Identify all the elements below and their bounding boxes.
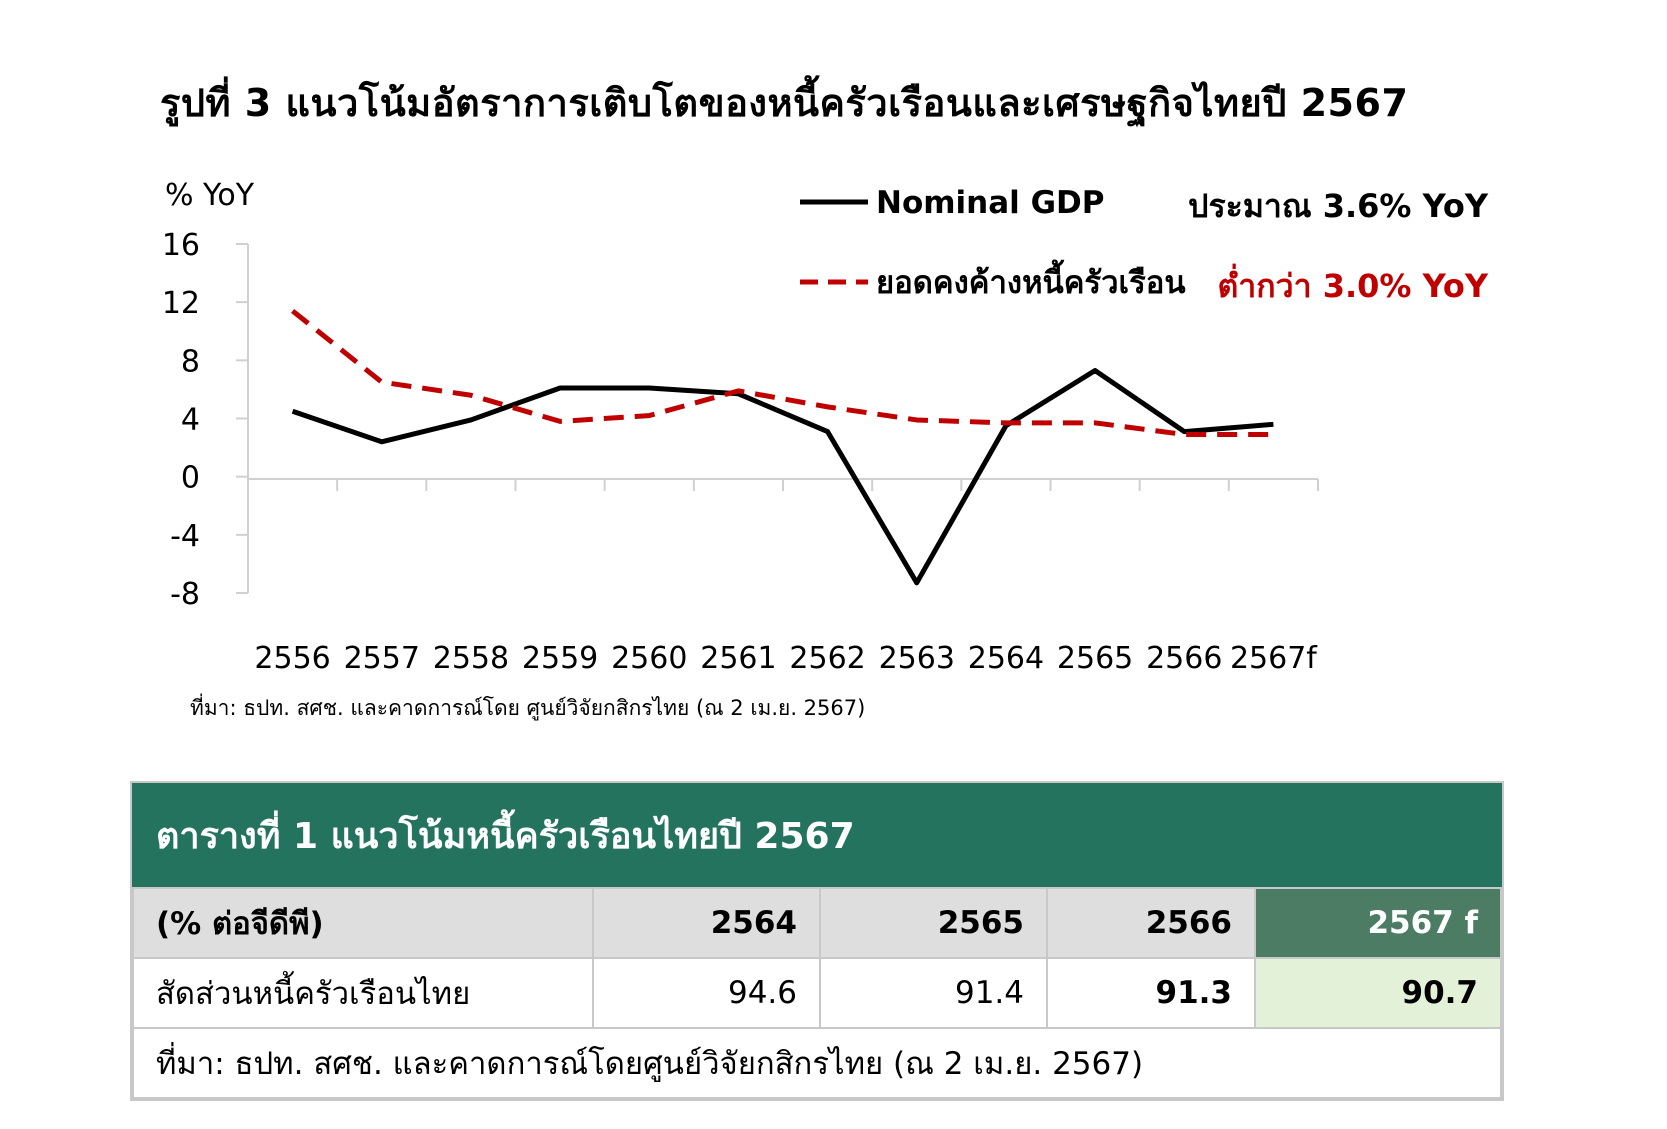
y-tick-label: 0 — [181, 461, 200, 496]
legend-annotation: ประมาณ 3.6% YoY — [1188, 187, 1489, 225]
table-source-note: ที่มา: ธปท. สศช. และคาดการณ์โดยศูนย์วิจั… — [132, 1027, 1502, 1099]
x-tick-label: 2557 — [344, 641, 420, 676]
header-year: 2564 — [592, 887, 821, 959]
x-tick-label: 2562 — [789, 641, 865, 676]
y-tick-label: -4 — [170, 519, 200, 554]
y-tick-label: 4 — [181, 403, 200, 438]
x-tick-label: 2559 — [522, 641, 598, 676]
x-tick-label: 2567f — [1230, 641, 1318, 676]
x-tick-label: 2556 — [254, 641, 330, 676]
legend-label: Nominal GDP — [876, 185, 1104, 221]
x-tick-label: 2566 — [1146, 641, 1222, 676]
chart-source-note: ที่มา: ธปท. สศช. และคาดการณ์โดย ศูนย์วิจ… — [190, 696, 866, 720]
y-tick-label: 12 — [162, 286, 200, 321]
y-tick-labels: 16 12 8 4 0 -4 -8 — [162, 228, 200, 612]
series-line-gdp — [291, 368, 1274, 586]
x-tick-label: 2558 — [433, 641, 509, 676]
y-tick-label: -8 — [170, 577, 200, 612]
row-label: สัดส่วนหนี้ครัวเรือนไทย — [132, 957, 594, 1029]
table-header-row: (% ต่อจีดีพี) 2564 2565 2566 2567 f — [132, 887, 1502, 959]
chart-axes — [236, 243, 1319, 594]
series-line-household-debt — [291, 308, 1274, 437]
x-tick-label: 2560 — [611, 641, 687, 676]
y-tick-label: 16 — [162, 228, 200, 263]
legend-label: ยอดคงค้างหนี้ครัวเรือน — [876, 259, 1186, 301]
series-lines — [291, 308, 1274, 586]
figure-title: รูปที่ 3 แนวโน้มอัตราการเติบโตของหนี้ครั… — [160, 81, 1409, 125]
line-chart: 16 12 8 4 0 -4 -8 2556 2557 2558 2559 2560 2561 2562… — [162, 178, 1489, 676]
table-grid: (% ต่อจีดีพี) 2564 2565 2566 2567 f สัดส… — [132, 887, 1502, 1099]
table-cell: 91.4 — [819, 957, 1048, 1029]
table-source-row: ที่มา: ธปท. สศช. และคาดการณ์โดยศูนย์วิจั… — [132, 1027, 1502, 1099]
x-tick-label: 2563 — [879, 641, 955, 676]
forecast-table: ตารางที่ 1 แนวโน้มหนี้ครัวเรือนไทยปี 256… — [130, 781, 1504, 1101]
header-year: 2566 — [1046, 887, 1256, 959]
table-row: สัดส่วนหนี้ครัวเรือนไทย 94.6 91.4 91.3 9… — [132, 957, 1502, 1029]
legend: Nominal GDP ประมาณ 3.6% YoYยอดคงค้างหนี้ค… — [800, 185, 1489, 305]
x-tick-label: 2565 — [1057, 641, 1133, 676]
table-title: ตารางที่ 1 แนวโน้มหนี้ครัวเรือนไทยปี 256… — [132, 783, 1502, 887]
x-tick-labels: 2556 2557 2558 2559 2560 2561 2562 2563 2564 2565… — [254, 641, 1318, 676]
legend-annotation: ต่ำกว่า 3.0% YoY — [1218, 263, 1489, 305]
table-cell-forecast: 90.7 — [1254, 957, 1502, 1029]
y-tick-label: 8 — [181, 344, 200, 379]
table-cell: 94.6 — [592, 957, 821, 1029]
table-cell: 91.3 — [1046, 957, 1256, 1029]
header-year-forecast: 2567 f — [1254, 887, 1502, 959]
y-axis-label: % YoY — [165, 178, 255, 213]
header-year: 2565 — [819, 887, 1048, 959]
x-tick-label: 2561 — [700, 641, 776, 676]
header-unit: (% ต่อจีดีพี) — [132, 887, 594, 959]
x-tick-label: 2564 — [968, 641, 1044, 676]
